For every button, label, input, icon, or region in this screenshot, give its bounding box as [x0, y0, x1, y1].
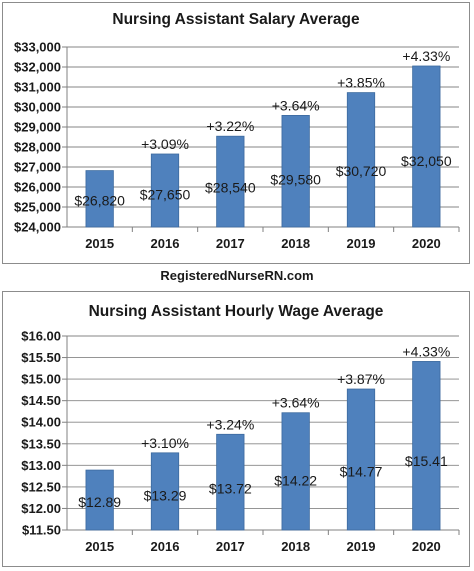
- data-label: $26,820: [74, 193, 125, 209]
- x-tick-label: 2016: [151, 236, 180, 251]
- source-watermark: RegisteredNurseRN.com: [160, 268, 314, 283]
- bar: [346, 388, 376, 531]
- salary-bar-chart: $24,000 $25,000 $26,000 $27,000 $28,000 $29,0…: [14, 40, 460, 251]
- y-tick-label: $33,000: [14, 40, 61, 55]
- data-label: $14.77: [340, 463, 383, 479]
- chart-title: Nursing Assistant Salary Average: [112, 11, 360, 28]
- bar: [85, 170, 114, 228]
- change-label: +3.64%: [272, 395, 320, 411]
- x-tick-label: 2019: [347, 236, 376, 251]
- data-label: $27,650: [140, 186, 191, 202]
- y-tick-label: $16.00: [21, 329, 61, 344]
- bar: [150, 153, 180, 228]
- bar: [281, 412, 310, 531]
- x-tick-label: 2017: [216, 539, 245, 554]
- x-tick-label: 2020: [412, 539, 441, 554]
- data-label: $28,540: [205, 179, 256, 195]
- y-tick-label: $29,000: [14, 120, 61, 135]
- y-tick-label: $31,000: [14, 80, 61, 95]
- data-label: $30,720: [336, 163, 387, 179]
- bar: [216, 135, 245, 228]
- change-label: +3.09%: [141, 136, 189, 152]
- x-tick-label: 2017: [216, 236, 245, 251]
- y-tick-label: $25,000: [14, 200, 61, 215]
- data-label: $15.41: [405, 453, 448, 469]
- y-tick-label: $15.50: [21, 350, 61, 365]
- y-tick-label: $27,000: [14, 160, 61, 175]
- y-tick-label: $13.50: [21, 436, 61, 451]
- bar: [150, 452, 180, 531]
- change-label: +3.24%: [206, 416, 254, 432]
- salary-chart-panel: Nursing Assistant Salary Average $24,000…: [2, 2, 470, 264]
- x-tick-label: 2019: [347, 539, 376, 554]
- change-label: +3.87%: [337, 371, 385, 387]
- y-tick-label: $12.50: [21, 479, 61, 494]
- data-label: $13.72: [209, 481, 252, 497]
- bar: [412, 65, 441, 228]
- bar: [412, 361, 441, 531]
- y-tick-label: $12.00: [21, 501, 61, 516]
- y-tick-label: $32,000: [14, 60, 61, 75]
- hourly-wage-bar-chart: $11.50 $12.00 $12.50 $13.00 $13.50 $14.00 $14.…: [21, 329, 460, 554]
- y-tick-label: $30,000: [14, 100, 61, 115]
- bar: [85, 469, 114, 531]
- chart-title: Nursing Assistant Hourly Wage Average: [88, 303, 384, 320]
- data-label: $32,050: [401, 153, 452, 169]
- y-tick-label: $15.00: [21, 372, 61, 387]
- y-tick-label: $24,000: [14, 220, 61, 235]
- x-tick-label: 2016: [151, 539, 180, 554]
- x-tick-label: 2020: [412, 236, 441, 251]
- bar: [216, 433, 245, 531]
- change-label: +3.85%: [337, 75, 385, 91]
- change-label: +3.10%: [141, 435, 189, 451]
- y-tick-label: $26,000: [14, 180, 61, 195]
- x-tick-label: 2018: [281, 236, 310, 251]
- change-label: +3.64%: [272, 97, 320, 113]
- y-tick-label: $28,000: [14, 140, 61, 155]
- y-tick-label: $11.50: [22, 523, 61, 538]
- bar: [281, 115, 310, 228]
- data-label: $29,580: [270, 172, 321, 188]
- y-tick-label: $14.00: [21, 415, 61, 430]
- data-label: $13.29: [144, 488, 187, 504]
- y-tick-label: $14.50: [21, 393, 61, 408]
- x-tick-label: 2015: [85, 236, 114, 251]
- change-label: +3.22%: [206, 118, 254, 134]
- data-label: $12.89: [78, 494, 121, 510]
- data-label: $14.22: [274, 472, 317, 488]
- bar: [346, 92, 376, 228]
- hourly-wage-chart-panel: Nursing Assistant Hourly Wage Average $1…: [2, 291, 470, 567]
- x-tick-label: 2018: [281, 539, 310, 554]
- change-label: +4.33%: [402, 343, 450, 359]
- change-label: +4.33%: [402, 48, 450, 64]
- y-tick-label: $13.00: [21, 458, 61, 473]
- x-tick-label: 2015: [85, 539, 114, 554]
